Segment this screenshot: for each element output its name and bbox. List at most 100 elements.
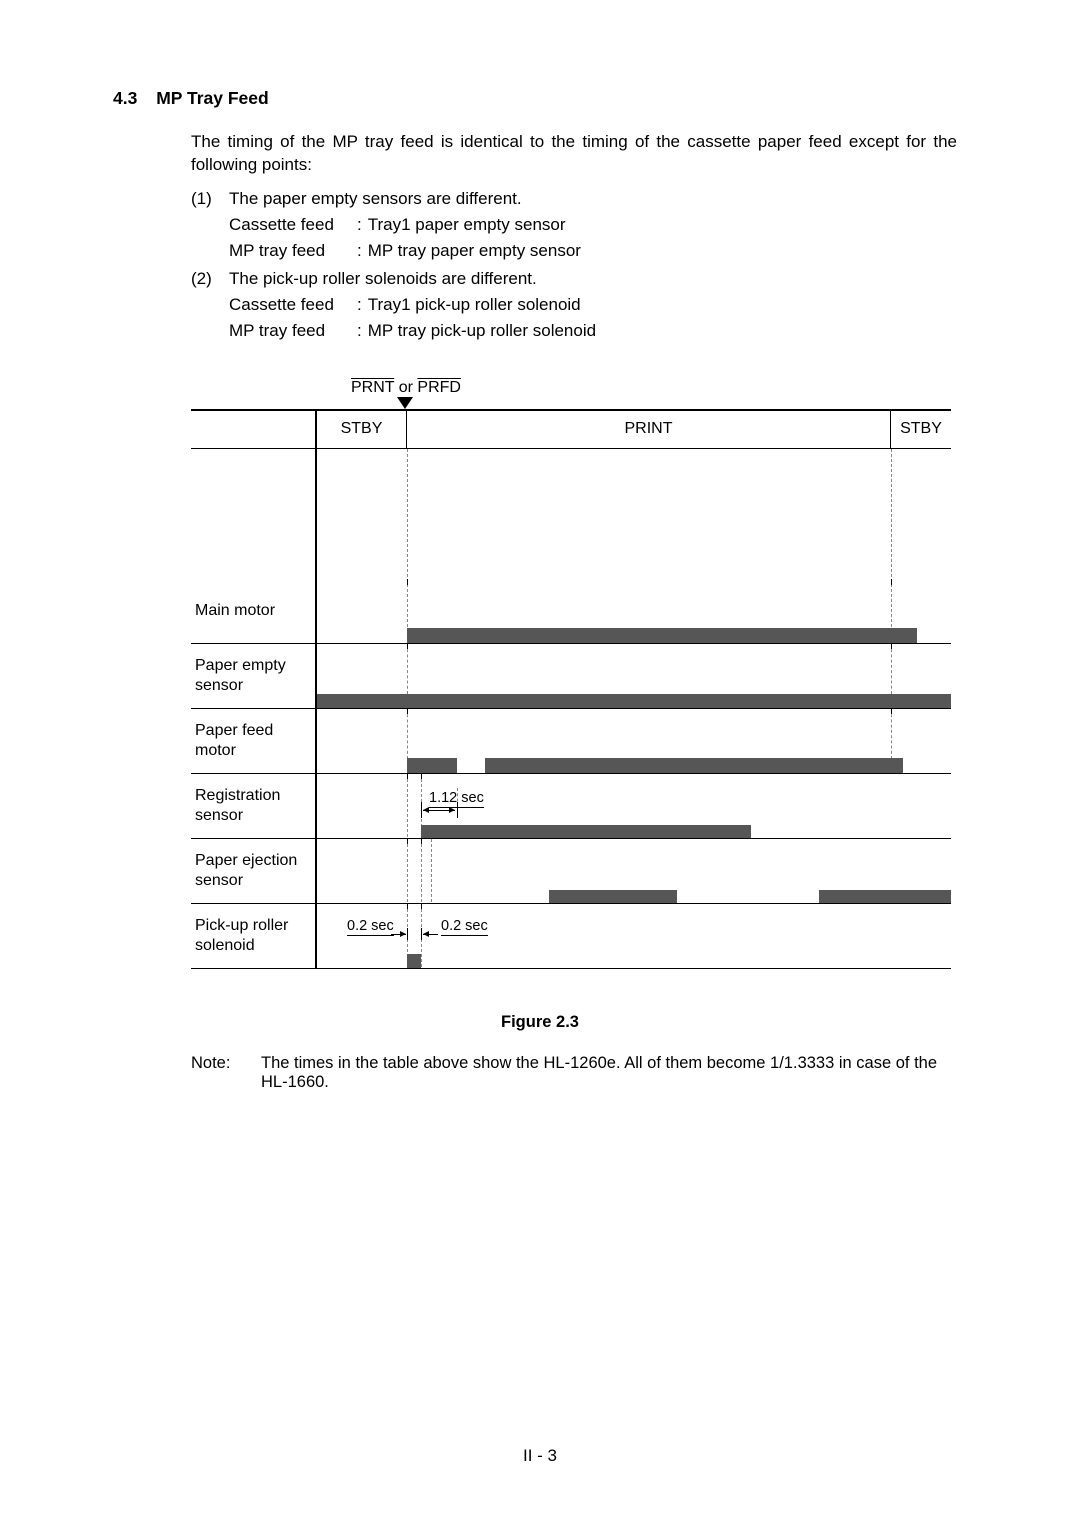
signal-label: Pick-up roller solenoid <box>191 904 317 968</box>
list-item: (1) The paper empty sensors are differen… <box>191 189 967 261</box>
kv-val: Tray1 paper empty sensor <box>368 215 566 235</box>
list-marker: (1) <box>191 189 229 261</box>
intro-paragraph: The timing of the MP tray feed is identi… <box>113 131 967 177</box>
tick-mark <box>891 709 892 714</box>
timing-bar <box>549 890 677 903</box>
kv-row: Cassette feed : Tray1 pick-up roller sol… <box>229 295 967 315</box>
figure-caption: Figure 2.3 <box>113 1013 967 1032</box>
note-text: The times in the table above show the HL… <box>261 1054 937 1092</box>
timing-bar <box>317 694 951 708</box>
trigger-mid: or <box>394 379 417 396</box>
timing-annotation-label: 0.2 sec <box>347 918 394 936</box>
section-number: 4.3 <box>113 88 137 109</box>
kv-row: Cassette feed : Tray1 paper empty sensor <box>229 215 967 235</box>
section-title: MP Tray Feed <box>156 88 269 108</box>
signal-row: Main motor <box>191 579 951 644</box>
signal-track <box>317 839 951 903</box>
signal-track: 1.12 sec <box>317 774 951 838</box>
chart-table: STBY PRINT STBY Main motorPaper empty se… <box>191 409 951 969</box>
signal-track: 0.2 sec 0.2 sec <box>317 904 951 968</box>
trigger-a: PRNT <box>351 379 394 396</box>
tick-mark <box>407 644 408 649</box>
kv-sep: : <box>357 295 362 315</box>
guide-dash <box>407 449 408 577</box>
list-lead: The paper empty sensors are different. <box>229 189 967 209</box>
trigger-triangle-icon <box>397 397 413 409</box>
signal-label: Main motor <box>191 579 317 643</box>
tick-mark <box>421 928 422 940</box>
signal-track <box>317 579 951 643</box>
note-block: Note: The times in the table above show … <box>113 1054 967 1092</box>
tick-mark <box>407 839 408 844</box>
guide-dash <box>891 644 892 694</box>
tick-mark <box>407 774 408 779</box>
signal-row: Registration sensor1.12 sec <box>191 774 951 839</box>
guide-dash <box>891 449 892 577</box>
list-content: The pick-up roller solenoids are differe… <box>229 269 967 341</box>
guide-dash <box>407 839 408 902</box>
tick-mark <box>407 579 408 585</box>
section-heading: 4.3 MP Tray Feed <box>113 88 967 109</box>
kv-sep: : <box>357 321 362 341</box>
list-lead: The pick-up roller solenoids are differe… <box>229 269 967 289</box>
tick-mark <box>407 904 408 909</box>
chart-gap-track <box>317 449 951 579</box>
guide-dash <box>891 579 892 627</box>
chart-label-col <box>191 411 317 448</box>
dimension-arrow <box>391 934 406 935</box>
signal-label: Registration sensor <box>191 774 317 838</box>
signal-row: Pick-up roller solenoid 0.2 sec 0.2 sec <box>191 904 951 969</box>
list-marker: (2) <box>191 269 229 341</box>
trigger-b: PRFD <box>417 379 461 396</box>
kv-val: Tray1 pick-up roller solenoid <box>368 295 581 315</box>
guide-dash <box>407 709 408 759</box>
signal-label: Paper feed motor <box>191 709 317 773</box>
kv-key: Cassette feed <box>229 215 357 235</box>
kv-row: MP tray feed : MP tray pick-up roller so… <box>229 321 967 341</box>
list-item: (2) The pick-up roller solenoids are dif… <box>191 269 967 341</box>
tick-mark <box>421 802 422 818</box>
guide-dash <box>407 774 408 837</box>
timing-bar <box>407 758 457 773</box>
kv-row: MP tray feed : MP tray paper empty senso… <box>229 241 967 261</box>
kv-key: Cassette feed <box>229 295 357 315</box>
timing-bar <box>421 825 751 838</box>
signal-track <box>317 709 951 773</box>
signal-row: Paper ejection sensor <box>191 839 951 904</box>
timing-chart: PRNT or PRFD STBY PRINT STBY Main motorP… <box>191 379 951 989</box>
trigger-signal-label: PRNT or PRFD <box>351 379 461 397</box>
chart-col-stby2: STBY <box>891 411 951 448</box>
kv-sep: : <box>357 215 362 235</box>
page-number: II - 3 <box>0 1446 1080 1466</box>
signal-label: Paper ejection sensor <box>191 839 317 903</box>
signal-row: Paper empty sensor <box>191 644 951 709</box>
signal-label: Paper empty sensor <box>191 644 317 708</box>
guide-dash <box>431 839 432 902</box>
chart-col-stby1: STBY <box>317 411 407 448</box>
kv-key: MP tray feed <box>229 321 357 341</box>
signal-row: Paper feed motor <box>191 709 951 774</box>
timing-annotation-label: 0.2 sec <box>441 918 488 936</box>
guide-dash <box>421 839 422 902</box>
signal-track <box>317 644 951 708</box>
tick-mark <box>421 904 422 909</box>
kv-sep: : <box>357 241 362 261</box>
tick-mark <box>407 709 408 714</box>
timing-bar <box>407 954 421 968</box>
tick-mark <box>421 839 422 844</box>
page: 4.3 MP Tray Feed The timing of the MP tr… <box>0 0 1080 1528</box>
chart-header-row: STBY PRINT STBY <box>191 411 951 449</box>
guide-dash <box>407 579 408 627</box>
guide-dash <box>891 709 892 759</box>
dimension-arrow <box>423 810 455 811</box>
tick-mark <box>891 579 892 585</box>
numbered-list: (1) The paper empty sensors are differen… <box>113 189 967 341</box>
tick-mark <box>421 774 422 779</box>
dimension-arrow <box>423 934 438 935</box>
chart-col-print: PRINT <box>407 411 891 448</box>
list-content: The paper empty sensors are different. C… <box>229 189 967 261</box>
tick-mark <box>891 644 892 649</box>
kv-val: MP tray pick-up roller solenoid <box>368 321 596 341</box>
timing-bar <box>407 628 917 643</box>
kv-val: MP tray paper empty sensor <box>368 241 581 261</box>
